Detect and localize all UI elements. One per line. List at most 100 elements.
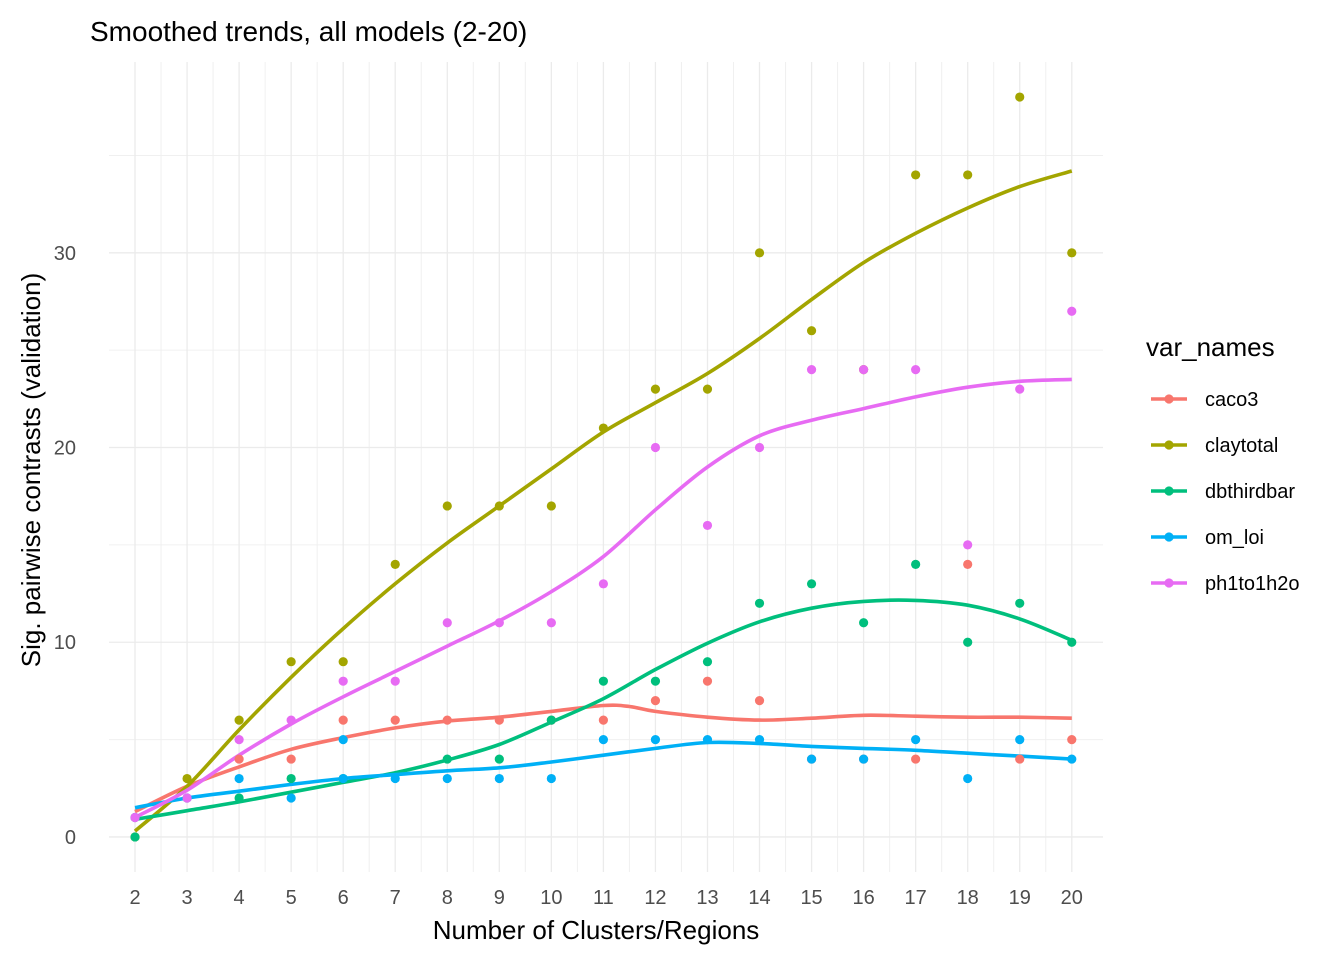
data-point-om_loi bbox=[1015, 734, 1025, 745]
data-point-ph1to1h2o bbox=[963, 540, 973, 550]
data-point-ph1to1h2o bbox=[754, 442, 765, 453]
data-point-ph1to1h2o bbox=[1067, 306, 1077, 316]
data-point-caco3 bbox=[234, 754, 244, 764]
data-point-ph1to1h2o bbox=[702, 520, 713, 531]
data-point-claytotal bbox=[442, 501, 452, 511]
data-point-ph1to1h2o bbox=[650, 442, 661, 453]
data-point-caco3 bbox=[338, 715, 348, 725]
chart-title: Smoothed trends, all models (2-20) bbox=[90, 16, 527, 47]
data-point-caco3 bbox=[442, 715, 452, 725]
data-point-caco3 bbox=[650, 696, 661, 706]
x-tick-label: 15 bbox=[800, 887, 822, 909]
data-point-om_loi bbox=[806, 754, 817, 764]
legend-key-point bbox=[1164, 532, 1174, 542]
data-point-claytotal bbox=[338, 657, 348, 667]
data-point-om_loi bbox=[1067, 754, 1077, 764]
legend-label: claytotal bbox=[1205, 435, 1278, 457]
data-point-ph1to1h2o bbox=[234, 734, 244, 745]
data-point-ph1to1h2o bbox=[390, 676, 400, 686]
data-point-claytotal bbox=[598, 423, 608, 433]
data-point-dbthirdbar bbox=[650, 676, 661, 686]
data-point-dbthirdbar bbox=[494, 754, 504, 764]
x-tick-label: 19 bbox=[1009, 887, 1031, 909]
data-point-claytotal bbox=[494, 501, 504, 511]
legend-label: ph1to1h2o bbox=[1205, 573, 1300, 595]
legend-label: om_loi bbox=[1205, 527, 1264, 549]
data-points bbox=[130, 92, 1077, 842]
y-tick-label: 10 bbox=[54, 632, 76, 654]
data-point-ph1to1h2o bbox=[338, 676, 348, 686]
data-point-claytotal bbox=[806, 326, 817, 336]
x-tick-labels: 2 3 4 5 6 7 8 9 10 11 12 13 14 15 16 17 18 19 20 bbox=[129, 887, 1082, 909]
data-point-om_loi bbox=[650, 734, 661, 745]
data-point-om_loi bbox=[442, 773, 452, 784]
data-point-ph1to1h2o bbox=[182, 793, 192, 803]
x-tick-label: 17 bbox=[905, 887, 927, 909]
data-point-om_loi bbox=[494, 773, 504, 784]
data-point-om_loi bbox=[911, 734, 921, 745]
data-point-claytotal bbox=[546, 501, 556, 511]
legend-title: var_names bbox=[1146, 332, 1275, 362]
data-point-dbthirdbar bbox=[754, 598, 765, 608]
x-tick-label: 11 bbox=[593, 887, 614, 909]
data-point-dbthirdbar bbox=[806, 579, 817, 589]
data-point-ph1to1h2o bbox=[806, 365, 817, 375]
data-point-ph1to1h2o bbox=[911, 365, 921, 375]
data-point-om_loi bbox=[859, 754, 869, 764]
data-point-claytotal bbox=[1067, 248, 1077, 258]
data-point-dbthirdbar bbox=[442, 754, 452, 764]
x-tick-label: 12 bbox=[644, 887, 666, 909]
data-point-om_loi bbox=[338, 773, 348, 784]
data-point-claytotal bbox=[1015, 92, 1025, 102]
data-point-caco3 bbox=[286, 754, 296, 764]
x-tick-label: 18 bbox=[957, 887, 979, 909]
legend-key-point bbox=[1164, 440, 1174, 450]
x-tick-label: 8 bbox=[442, 887, 453, 909]
y-tick-label: 30 bbox=[54, 243, 76, 265]
data-point-claytotal bbox=[754, 248, 765, 258]
legend: var_names caco3 claytotal dbthirdbar om_loi… bbox=[1146, 332, 1300, 595]
data-point-ph1to1h2o bbox=[286, 715, 296, 725]
x-tick-label: 9 bbox=[494, 887, 505, 909]
x-tick-label: 4 bbox=[234, 887, 245, 909]
data-point-dbthirdbar bbox=[963, 637, 973, 647]
data-point-dbthirdbar bbox=[130, 832, 140, 842]
data-point-dbthirdbar bbox=[911, 559, 921, 569]
data-point-dbthirdbar bbox=[546, 715, 556, 725]
data-point-om_loi bbox=[286, 793, 296, 803]
x-tick-label: 10 bbox=[540, 887, 562, 909]
data-point-claytotal bbox=[650, 384, 661, 394]
legend-key-point bbox=[1164, 486, 1174, 496]
x-tick-label: 13 bbox=[696, 887, 718, 909]
legend-key-point bbox=[1164, 394, 1174, 404]
data-point-om_loi bbox=[390, 773, 400, 784]
data-point-caco3 bbox=[963, 559, 973, 569]
data-point-ph1to1h2o bbox=[1015, 384, 1025, 394]
x-tick-label: 5 bbox=[286, 887, 297, 909]
data-point-om_loi bbox=[546, 773, 556, 784]
data-point-om_loi bbox=[598, 734, 608, 745]
x-tick-label: 16 bbox=[852, 887, 874, 909]
legend-item-om_loi: om_loi bbox=[1151, 527, 1264, 549]
x-tick-label: 7 bbox=[390, 887, 401, 909]
legend-label: caco3 bbox=[1205, 389, 1258, 411]
legend-items: caco3 claytotal dbthirdbar om_loi ph1to1h2o bbox=[1151, 389, 1300, 595]
x-tick-label: 14 bbox=[748, 887, 770, 909]
data-point-caco3 bbox=[702, 676, 713, 686]
data-point-caco3 bbox=[598, 715, 608, 725]
data-point-om_loi bbox=[338, 734, 348, 745]
data-point-om_loi bbox=[963, 773, 973, 784]
data-point-caco3 bbox=[911, 754, 921, 764]
legend-key-point bbox=[1164, 578, 1174, 588]
x-tick-label: 20 bbox=[1061, 887, 1083, 909]
legend-label: dbthirdbar bbox=[1205, 481, 1295, 503]
data-point-om_loi bbox=[234, 773, 244, 784]
legend-item-claytotal: claytotal bbox=[1151, 435, 1278, 457]
data-point-dbthirdbar bbox=[598, 676, 608, 686]
data-point-claytotal bbox=[390, 559, 400, 569]
data-point-dbthirdbar bbox=[234, 793, 244, 803]
data-point-ph1to1h2o bbox=[442, 618, 452, 628]
smooth-line-caco3 bbox=[134, 703, 1072, 814]
data-point-ph1to1h2o bbox=[859, 365, 869, 375]
